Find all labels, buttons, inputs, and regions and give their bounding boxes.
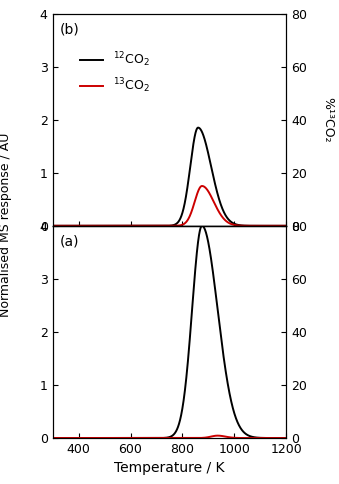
Legend: $^{12}$CO$_2$, $^{13}$CO$_2$: $^{12}$CO$_2$, $^{13}$CO$_2$ (75, 45, 155, 100)
Text: Normalised MS response / AU: Normalised MS response / AU (0, 133, 12, 317)
Text: (b): (b) (60, 22, 79, 36)
Y-axis label: %¹³CO₂: %¹³CO₂ (321, 97, 334, 142)
X-axis label: Temperature / K: Temperature / K (114, 461, 225, 475)
Text: (a): (a) (60, 234, 79, 248)
